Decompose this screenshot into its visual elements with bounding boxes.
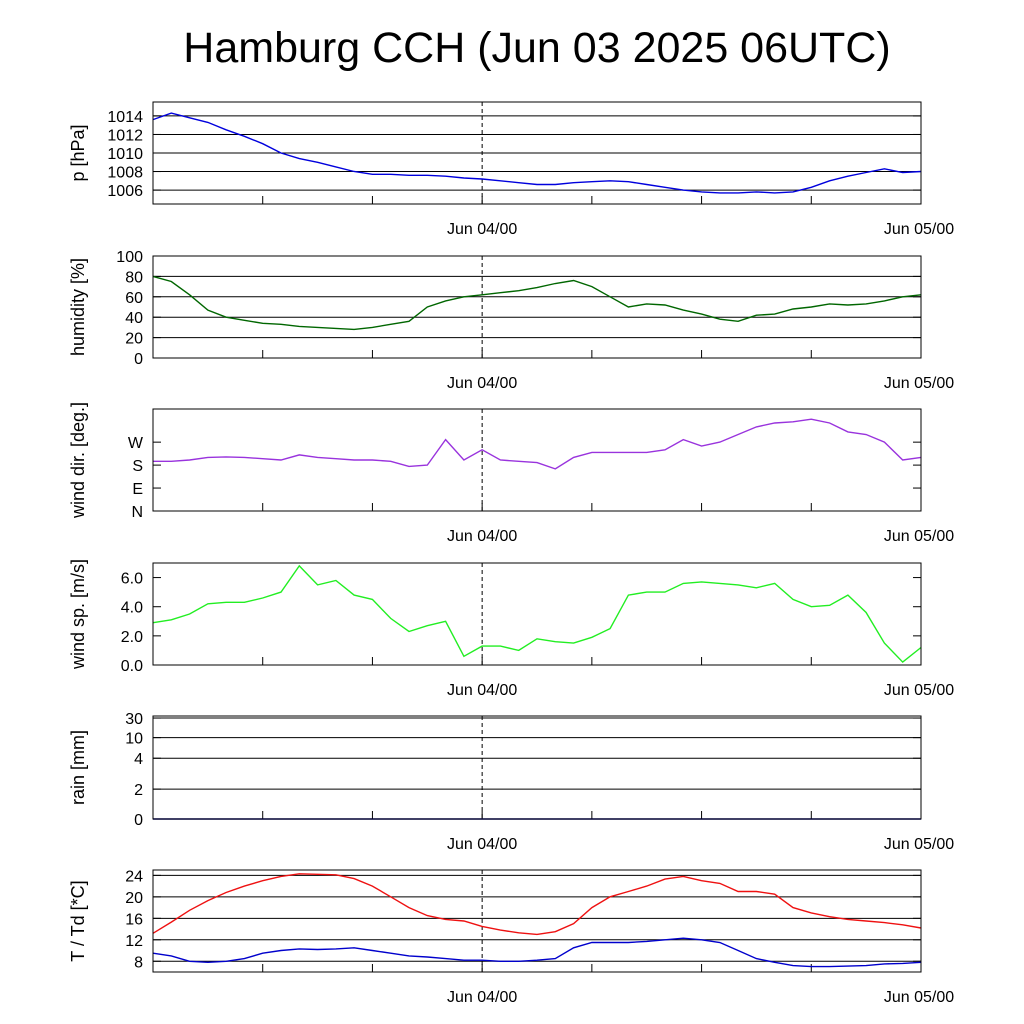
temp-ylabel: T / Td [*C] <box>68 880 88 961</box>
temp-ytick-label: 20 <box>125 890 143 907</box>
wind_dir-xtick-label: Jun 04/00 <box>447 528 517 545</box>
rain-plot-frame <box>152 715 922 820</box>
wind_speed-ylabel: wind sp. [m/s] <box>68 559 88 670</box>
rain-ytick-label: 10 <box>125 731 143 748</box>
wind_speed-plot-frame <box>152 562 922 666</box>
wind_dir-ytick-label: N <box>131 504 143 521</box>
pressure-ytick-label: 1008 <box>107 165 143 182</box>
humidity-series-line <box>152 275 922 331</box>
humidity-ytick-label: 20 <box>125 331 143 348</box>
wind_speed-xtick-label: Jun 04/00 <box>447 682 517 699</box>
wind_dir-series-line <box>153 418 922 470</box>
rain-ytick-label: 30 <box>125 711 143 728</box>
rain-xtick-label: Jun 05/00 <box>884 836 954 853</box>
temp-series-line <box>152 937 922 968</box>
pressure-ytick-label: 1006 <box>107 183 143 200</box>
wind_dir-plot-frame <box>152 408 922 512</box>
rain-ytick-label: 2 <box>134 782 143 799</box>
humidity-ytick-label: 60 <box>125 290 143 307</box>
temp-ytick-label: 12 <box>125 933 143 950</box>
rain-xtick-label: Jun 04/00 <box>447 836 517 853</box>
rain-ytick-label: 0 <box>134 812 143 829</box>
wind_speed-ytick-label: 4.0 <box>121 600 143 617</box>
rain-ytick-label: 4 <box>134 751 143 768</box>
pressure-series-line <box>152 112 922 194</box>
humidity-ytick-label: 40 <box>125 310 143 327</box>
temp-ytick-label: 16 <box>125 911 143 928</box>
wind_dir-ylabel: wind dir. [deg.] <box>68 402 88 519</box>
temp-xtick-label: Jun 04/00 <box>447 989 517 1006</box>
humidity-ytick-label: 0 <box>134 351 143 368</box>
wind_speed-series-line <box>152 564 922 664</box>
temp-plot-frame <box>152 869 922 973</box>
pressure-xtick-label: Jun 04/00 <box>447 221 517 238</box>
temp-ytick-label: 8 <box>134 954 143 971</box>
humidity-xtick-label: Jun 05/00 <box>884 375 954 392</box>
wind_speed-ytick-label: 0.0 <box>121 658 143 675</box>
temp-xtick-label: Jun 05/00 <box>884 989 954 1006</box>
wind_speed-ytick-label: 6.0 <box>121 571 143 588</box>
chart-title: Hamburg CCH (Jun 03 2025 06UTC) <box>183 24 891 72</box>
humidity-xtick-label: Jun 04/00 <box>447 375 517 392</box>
pressure-ytick-label: 1014 <box>107 109 143 126</box>
pressure-xtick-label: Jun 05/00 <box>884 221 954 238</box>
wind_dir-xtick-label: Jun 05/00 <box>884 528 954 545</box>
wind_dir-ytick-label: W <box>128 435 144 452</box>
wind_speed-xtick-label: Jun 05/00 <box>884 682 954 699</box>
humidity-ytick-label: 100 <box>116 249 143 266</box>
pressure-ytick-label: 1010 <box>107 146 143 163</box>
pressure-ytick-label: 1012 <box>107 127 143 144</box>
humidity-ylabel: humidity [%] <box>68 258 88 356</box>
humidity-ytick-label: 80 <box>125 269 143 286</box>
humidity-plot-frame <box>152 255 922 359</box>
rain-ylabel: rain [mm] <box>68 730 88 805</box>
wind_dir-ytick-label: E <box>132 481 143 498</box>
temp-series-line <box>152 873 922 936</box>
pressure-plot-frame <box>152 101 922 205</box>
wind_dir-ytick-label: S <box>132 458 143 475</box>
pressure-ylabel: p [hPa] <box>68 124 88 181</box>
wind_speed-ytick-label: 2.0 <box>121 629 143 646</box>
temp-ytick-label: 24 <box>125 868 143 885</box>
